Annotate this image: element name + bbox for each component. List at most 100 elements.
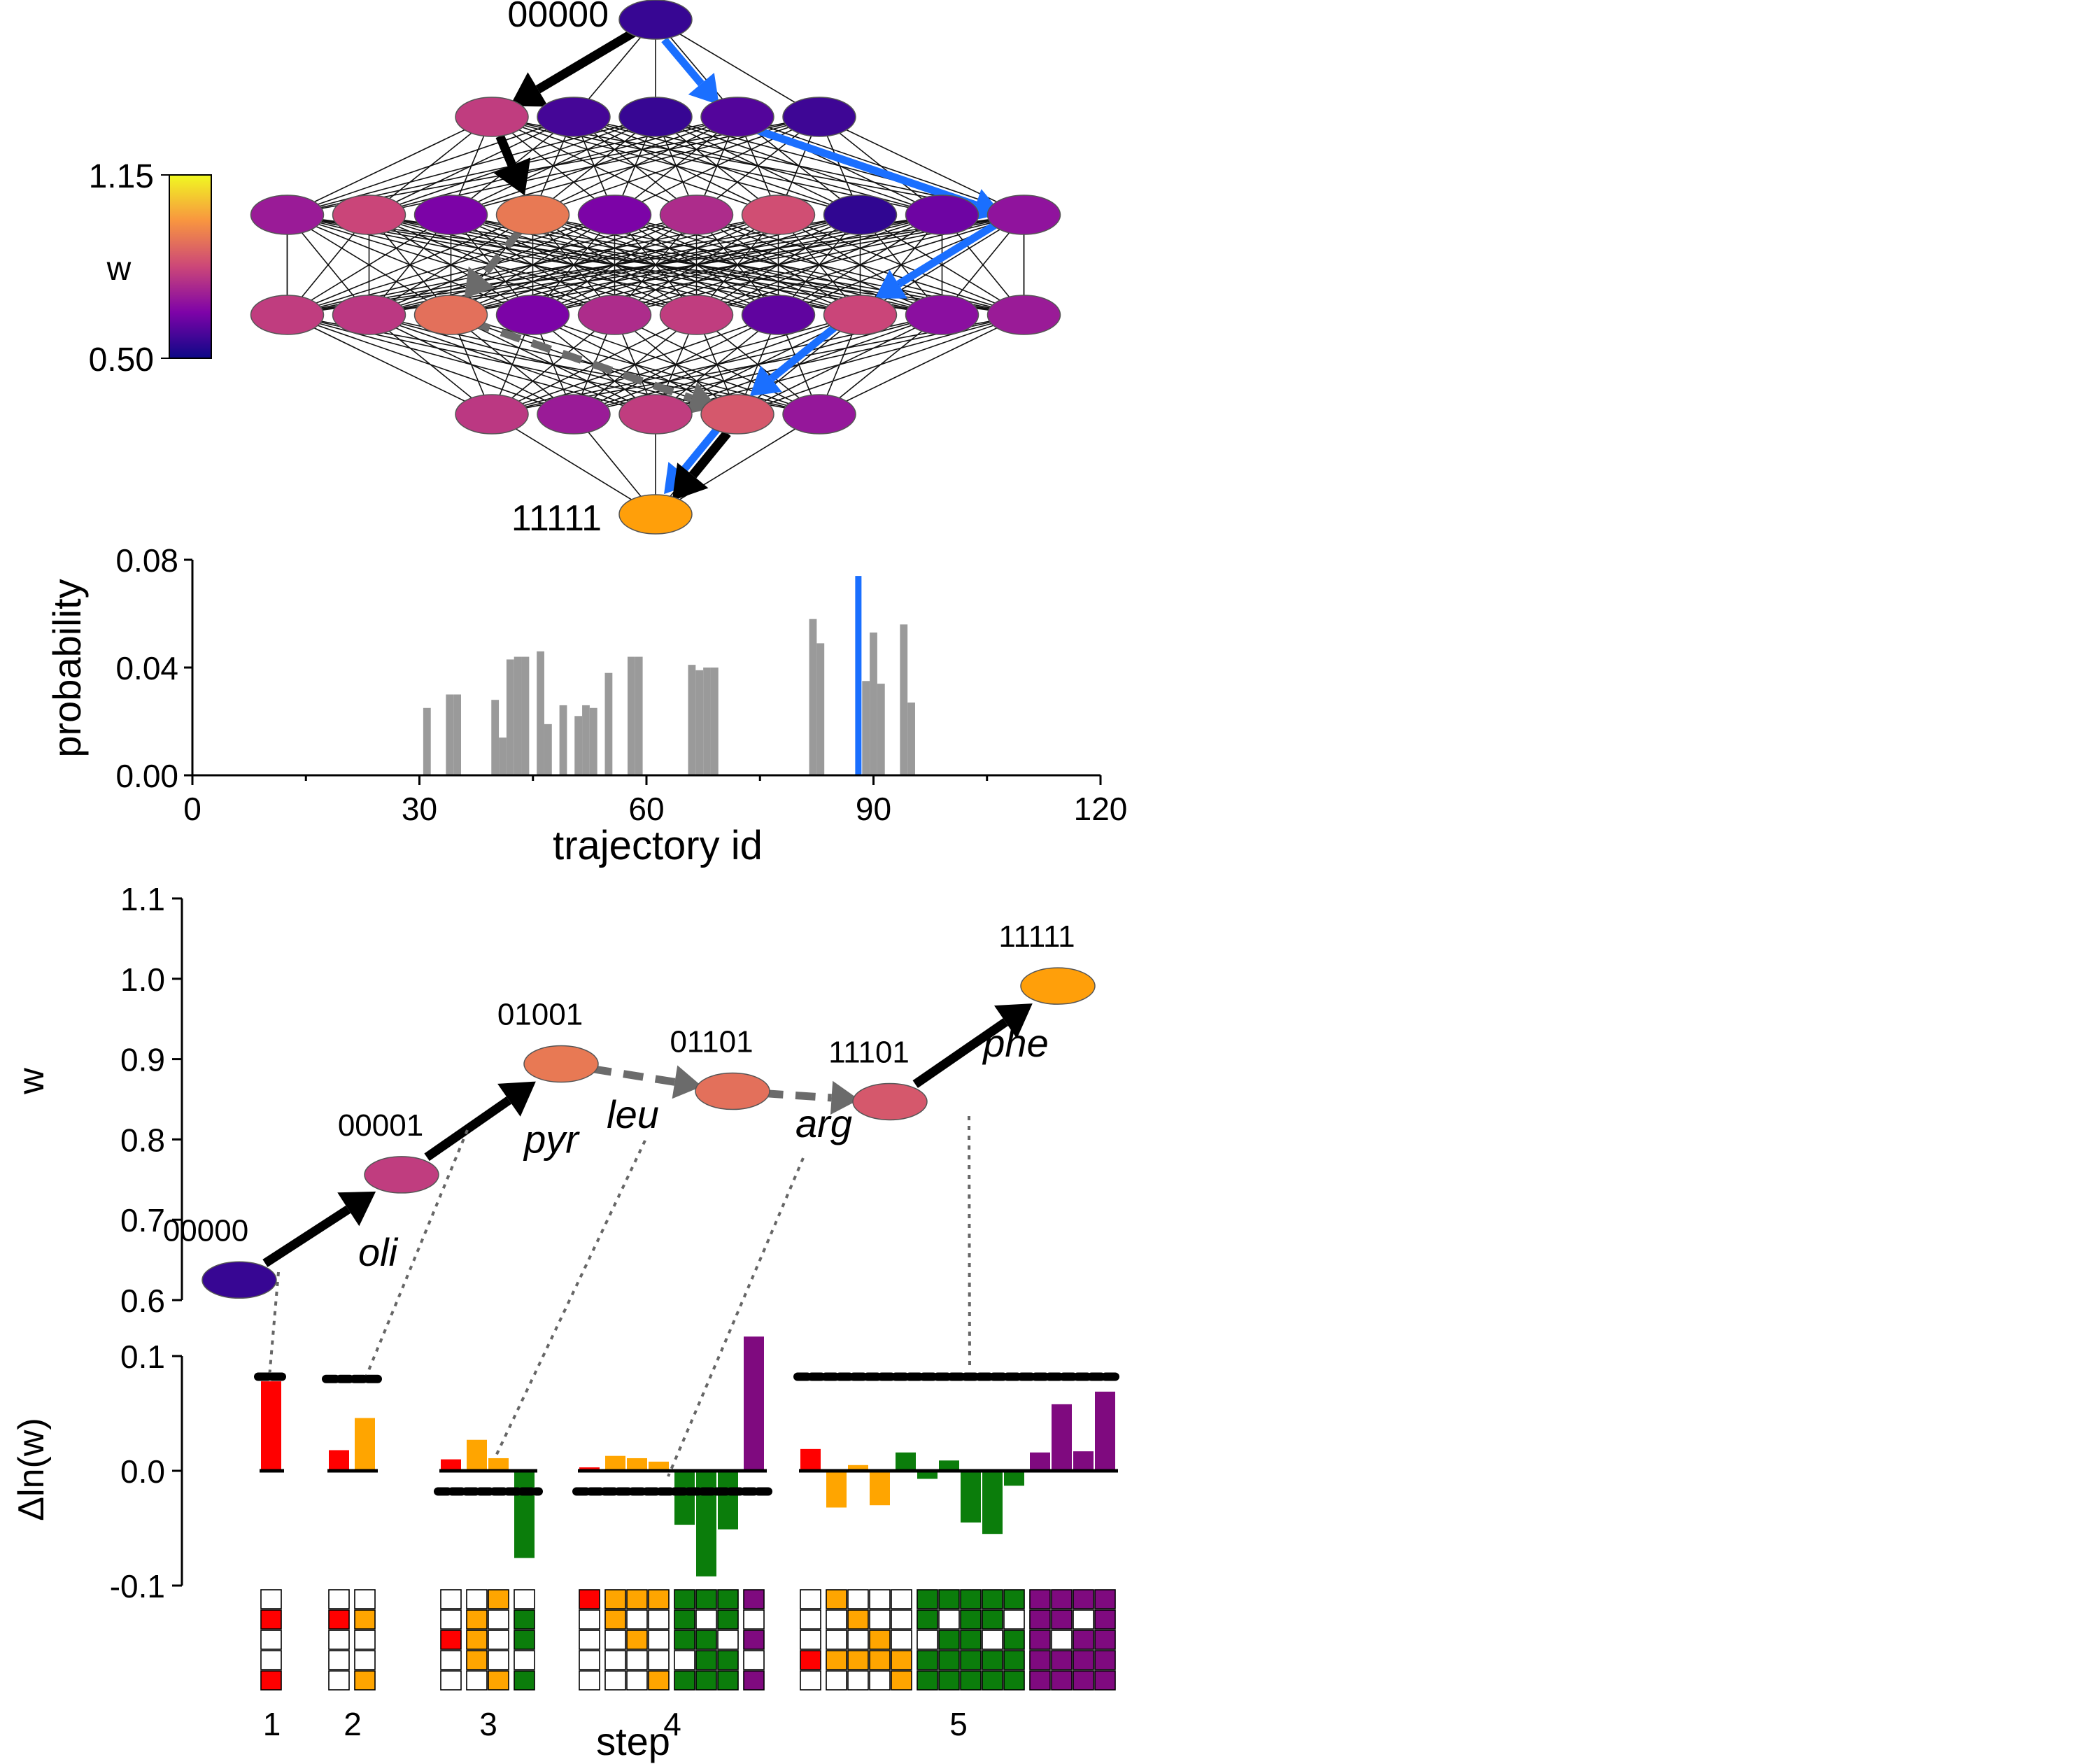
network-edge bbox=[287, 214, 615, 316]
grid-cell bbox=[626, 1630, 648, 1650]
trajectory-node bbox=[695, 1072, 770, 1110]
grid-cell bbox=[514, 1670, 535, 1691]
delta-bar-orange bbox=[467, 1439, 487, 1471]
grid-cell bbox=[826, 1650, 847, 1670]
network-edge bbox=[655, 414, 820, 515]
highlighted-path-arrow bbox=[875, 217, 1005, 299]
probability-bar bbox=[506, 659, 514, 775]
colorbar-gradient bbox=[169, 174, 212, 359]
grid-cell bbox=[869, 1650, 891, 1670]
network-nodes bbox=[250, 0, 1061, 535]
trajectory-y-tick-label: 0.9 bbox=[120, 1042, 165, 1078]
grid-cell bbox=[695, 1630, 717, 1650]
grid-cell bbox=[260, 1589, 282, 1609]
network-edge bbox=[491, 414, 656, 515]
grid-cell bbox=[1003, 1630, 1025, 1650]
delta-axes: 0.1 0.0 -0.1 bbox=[110, 1339, 183, 1604]
grid-cell bbox=[488, 1650, 509, 1670]
probability-x-tick-label: 120 bbox=[1074, 791, 1128, 827]
grid-cell bbox=[488, 1670, 509, 1691]
probability-bar bbox=[521, 656, 530, 775]
grid-cell bbox=[1094, 1650, 1116, 1670]
genotype-node bbox=[618, 97, 693, 137]
probability-bar bbox=[688, 665, 696, 775]
delta-bar-orange bbox=[826, 1471, 847, 1508]
probability-bar bbox=[877, 684, 885, 775]
connector-line bbox=[667, 1157, 805, 1477]
probability-y-tick-label: 0.04 bbox=[115, 650, 178, 686]
grid-cell bbox=[717, 1609, 739, 1630]
grid-cell bbox=[891, 1670, 912, 1691]
colorbar-min-label: 0.50 bbox=[89, 341, 154, 379]
genotype-node bbox=[577, 195, 652, 235]
delta-bar-purple bbox=[1030, 1452, 1050, 1471]
trajectory-arrow bbox=[424, 1081, 536, 1162]
grid-cell bbox=[869, 1609, 891, 1630]
grid-cell bbox=[260, 1609, 282, 1630]
grid-cell bbox=[328, 1630, 350, 1650]
grid-cell bbox=[354, 1609, 376, 1630]
delta-bar-green bbox=[1004, 1471, 1024, 1486]
grid-cell bbox=[466, 1589, 488, 1609]
colorbar: 1.15 w 0.50 bbox=[89, 158, 212, 379]
mutation-label-phe: phe bbox=[982, 1021, 1048, 1065]
genotype-node bbox=[537, 97, 611, 137]
genotype-node bbox=[332, 195, 406, 235]
network-edges bbox=[286, 19, 1025, 515]
grid-cell bbox=[1073, 1650, 1094, 1670]
probability-y-label: probability bbox=[45, 579, 89, 757]
grid-cell bbox=[960, 1589, 982, 1609]
genotype-node bbox=[905, 295, 979, 335]
delta-bar-purple bbox=[744, 1336, 764, 1471]
grid-cell bbox=[1051, 1650, 1073, 1670]
grid-cell bbox=[488, 1589, 509, 1609]
genotype-node bbox=[823, 295, 898, 335]
delta-bar-green bbox=[674, 1471, 695, 1525]
probability-bar bbox=[589, 707, 597, 775]
grid-cell bbox=[917, 1670, 938, 1691]
genotype-node bbox=[455, 97, 529, 137]
grid-cell bbox=[1094, 1589, 1116, 1609]
grid-cell bbox=[1073, 1630, 1094, 1650]
network-edge bbox=[819, 116, 1024, 216]
genotype-node bbox=[618, 394, 693, 435]
grid-cell bbox=[488, 1609, 509, 1630]
grid-cell bbox=[717, 1630, 739, 1650]
grid-cell bbox=[891, 1589, 912, 1609]
grid-cell bbox=[354, 1589, 376, 1609]
delta-bar-green bbox=[917, 1471, 938, 1479]
probability-bar bbox=[635, 656, 643, 775]
genotype-node bbox=[986, 195, 1061, 235]
grid-cell bbox=[1003, 1670, 1025, 1691]
network-edge bbox=[369, 214, 1024, 316]
trajectory-node bbox=[852, 1082, 928, 1121]
genotype-node bbox=[495, 295, 570, 335]
grid-cell bbox=[1029, 1609, 1051, 1630]
grid-cell bbox=[626, 1609, 648, 1630]
grid-cell bbox=[826, 1589, 847, 1609]
grid-cell bbox=[826, 1609, 847, 1630]
trajectory-node-label: 01001 bbox=[497, 997, 583, 1031]
interaction-grids: 1 2 3 4 5 bbox=[260, 1589, 1116, 1742]
genotype-node bbox=[495, 195, 570, 235]
grid-cell bbox=[960, 1630, 982, 1650]
trajectory-connector-lines bbox=[268, 1115, 971, 1477]
trajectory-arrow bbox=[262, 1191, 376, 1267]
grid-cell bbox=[1029, 1650, 1051, 1670]
grid-cell bbox=[869, 1589, 891, 1609]
grid-cell bbox=[1073, 1609, 1094, 1630]
grid-cell bbox=[717, 1650, 739, 1670]
step-label: 1 bbox=[263, 1706, 281, 1742]
grid-cell bbox=[743, 1589, 765, 1609]
grid-cell bbox=[579, 1589, 600, 1609]
probability-x-tick-label: 0 bbox=[183, 791, 201, 827]
grid-cell bbox=[717, 1589, 739, 1609]
grid-cell bbox=[938, 1630, 960, 1650]
path-arrow bbox=[672, 430, 731, 501]
grid-cell bbox=[982, 1650, 1003, 1670]
grid-cell bbox=[960, 1609, 982, 1630]
grid-cell bbox=[1073, 1589, 1094, 1609]
trajectory-y-tick-label: 1.1 bbox=[120, 881, 165, 917]
delta-bar-purple bbox=[1073, 1451, 1094, 1471]
